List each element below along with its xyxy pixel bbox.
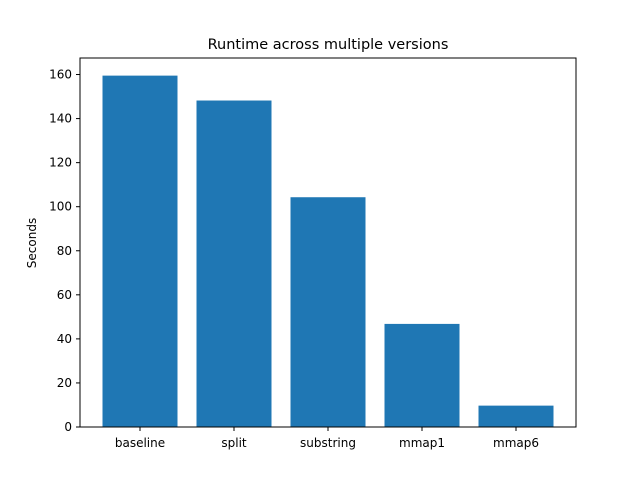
y-axis-label: Seconds [25, 218, 39, 268]
chart-title: Runtime across multiple versions [208, 37, 449, 53]
bar-split [196, 100, 272, 427]
x-tick-label: mmap1 [399, 436, 445, 450]
y-tick-label: 100 [49, 200, 72, 214]
x-tick-label: substring [300, 436, 356, 450]
y-tick-label: 0 [64, 420, 72, 434]
y-tick-label: 80 [57, 244, 72, 258]
y-tick-label: 60 [57, 288, 72, 302]
y-tick-label: 140 [49, 112, 72, 126]
x-tick-label: split [221, 436, 247, 450]
bar-substring [290, 197, 366, 427]
x-tick-label: mmap6 [493, 436, 539, 450]
x-tick-label: baseline [115, 436, 165, 450]
y-tick-label: 120 [49, 156, 72, 170]
plot-area: 0 20 40 60 80 100 120 140 160 baseline split substr… [49, 57, 577, 450]
bar-mmap6 [478, 405, 554, 427]
y-tick-label: 40 [57, 332, 72, 346]
bar-baseline [102, 75, 178, 428]
y-tick-label: 20 [57, 376, 72, 390]
y-tick-label: 160 [49, 68, 72, 82]
bar-mmap1 [384, 323, 460, 427]
